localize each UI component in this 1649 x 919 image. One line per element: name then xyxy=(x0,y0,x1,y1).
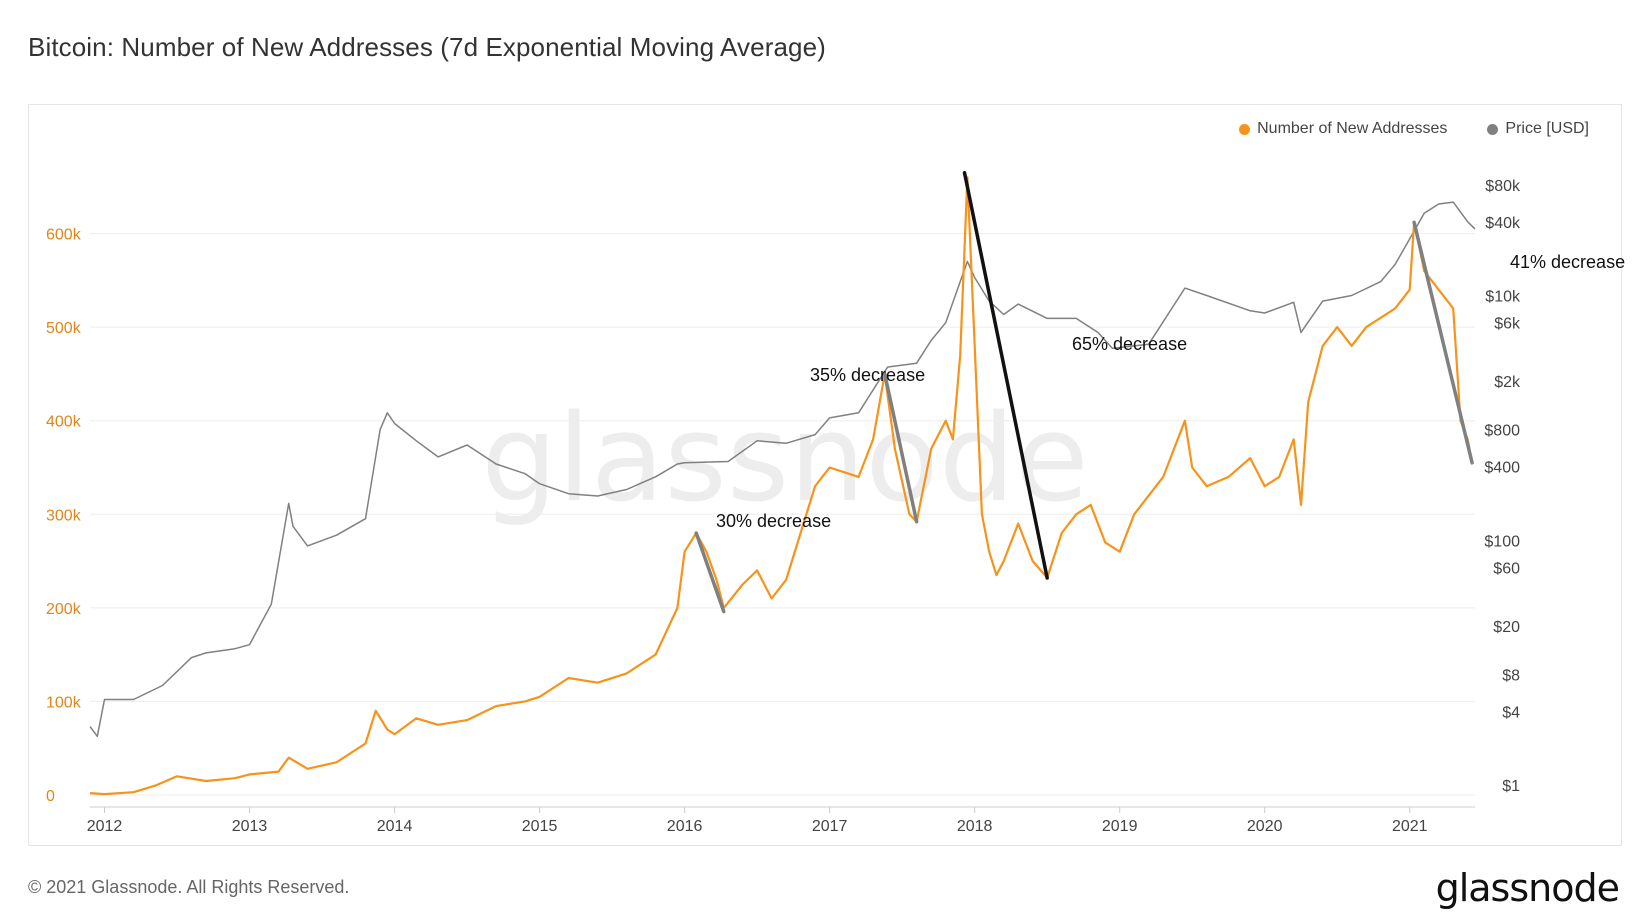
x-tick-label: 2014 xyxy=(377,818,413,835)
y-right-tick-label: $20 xyxy=(1493,619,1520,636)
y-right-tick-label: $80k xyxy=(1485,178,1521,195)
x-tick-label: 2015 xyxy=(522,818,558,835)
y-left-tick-label: 200k xyxy=(46,601,82,618)
y-left-tick-label: 100k xyxy=(46,694,82,711)
footer-copyright: © 2021 Glassnode. All Rights Reserved. xyxy=(28,877,350,897)
y-right-tick-label: $2k xyxy=(1494,374,1521,391)
y-right-tick-label: $60 xyxy=(1493,560,1520,577)
annotation-trend-line xyxy=(1412,220,1474,465)
y-right-tick-label: $400 xyxy=(1484,460,1520,477)
x-tick-label: 2017 xyxy=(812,818,848,835)
y-right-tick-label: $800 xyxy=(1484,423,1520,440)
y-right-tick-label: $6k xyxy=(1494,316,1521,333)
y-left-tick-label: 600k xyxy=(46,227,82,244)
annotation-trend-line xyxy=(882,372,919,524)
y-right-tick-label: $8 xyxy=(1502,667,1520,684)
y-right-tick-label: $1 xyxy=(1502,778,1520,795)
y-right-tick-label: $10k xyxy=(1485,289,1521,306)
y-right-tick-label: $4 xyxy=(1502,704,1520,721)
y-left-tick-label: 500k xyxy=(46,320,82,337)
x-tick-label: 2016 xyxy=(667,818,703,835)
x-tick-label: 2020 xyxy=(1247,818,1283,835)
legend-dot-addresses-icon xyxy=(1239,123,1251,135)
legend-item-addresses[interactable]: Number of New Addresses xyxy=(1239,120,1447,138)
x-tick-label: 2012 xyxy=(87,818,123,835)
annotation-trend-line xyxy=(962,171,1049,580)
chart-legend: Number of New Addresses Price [USD] xyxy=(1239,120,1589,138)
page-title: Bitcoin: Number of New Addresses (7d Exp… xyxy=(28,32,826,62)
y-right-tick-label: $100 xyxy=(1484,533,1520,550)
y-left-tick-label: 300k xyxy=(46,507,82,524)
x-tick-label: 2013 xyxy=(232,818,268,835)
legend-label-price: Price [USD] xyxy=(1505,120,1589,137)
price-series-line xyxy=(89,201,1476,738)
annotation-label: 41% decrease xyxy=(1510,252,1625,272)
x-tick-label: 2018 xyxy=(957,818,993,835)
y-left-tick-label: 400k xyxy=(46,414,82,431)
footer-logo: glassnode xyxy=(1435,866,1620,910)
watermark-text: glassnode xyxy=(481,390,1089,529)
y-left-tick-label: 0 xyxy=(46,788,55,805)
annotation-label: 65% decrease xyxy=(1072,334,1187,354)
annotation-label: 35% decrease xyxy=(810,365,925,385)
legend-label-addresses: Number of New Addresses xyxy=(1257,120,1448,137)
x-tick-label: 2019 xyxy=(1102,818,1138,835)
annotation-trend-line xyxy=(694,531,726,614)
y-right-tick-label: $40k xyxy=(1485,215,1521,232)
legend-dot-price-icon xyxy=(1487,123,1499,135)
legend-item-price[interactable]: Price [USD] xyxy=(1487,120,1589,138)
annotation-label: 30% decrease xyxy=(716,511,831,531)
x-tick-label: 2021 xyxy=(1392,818,1428,835)
